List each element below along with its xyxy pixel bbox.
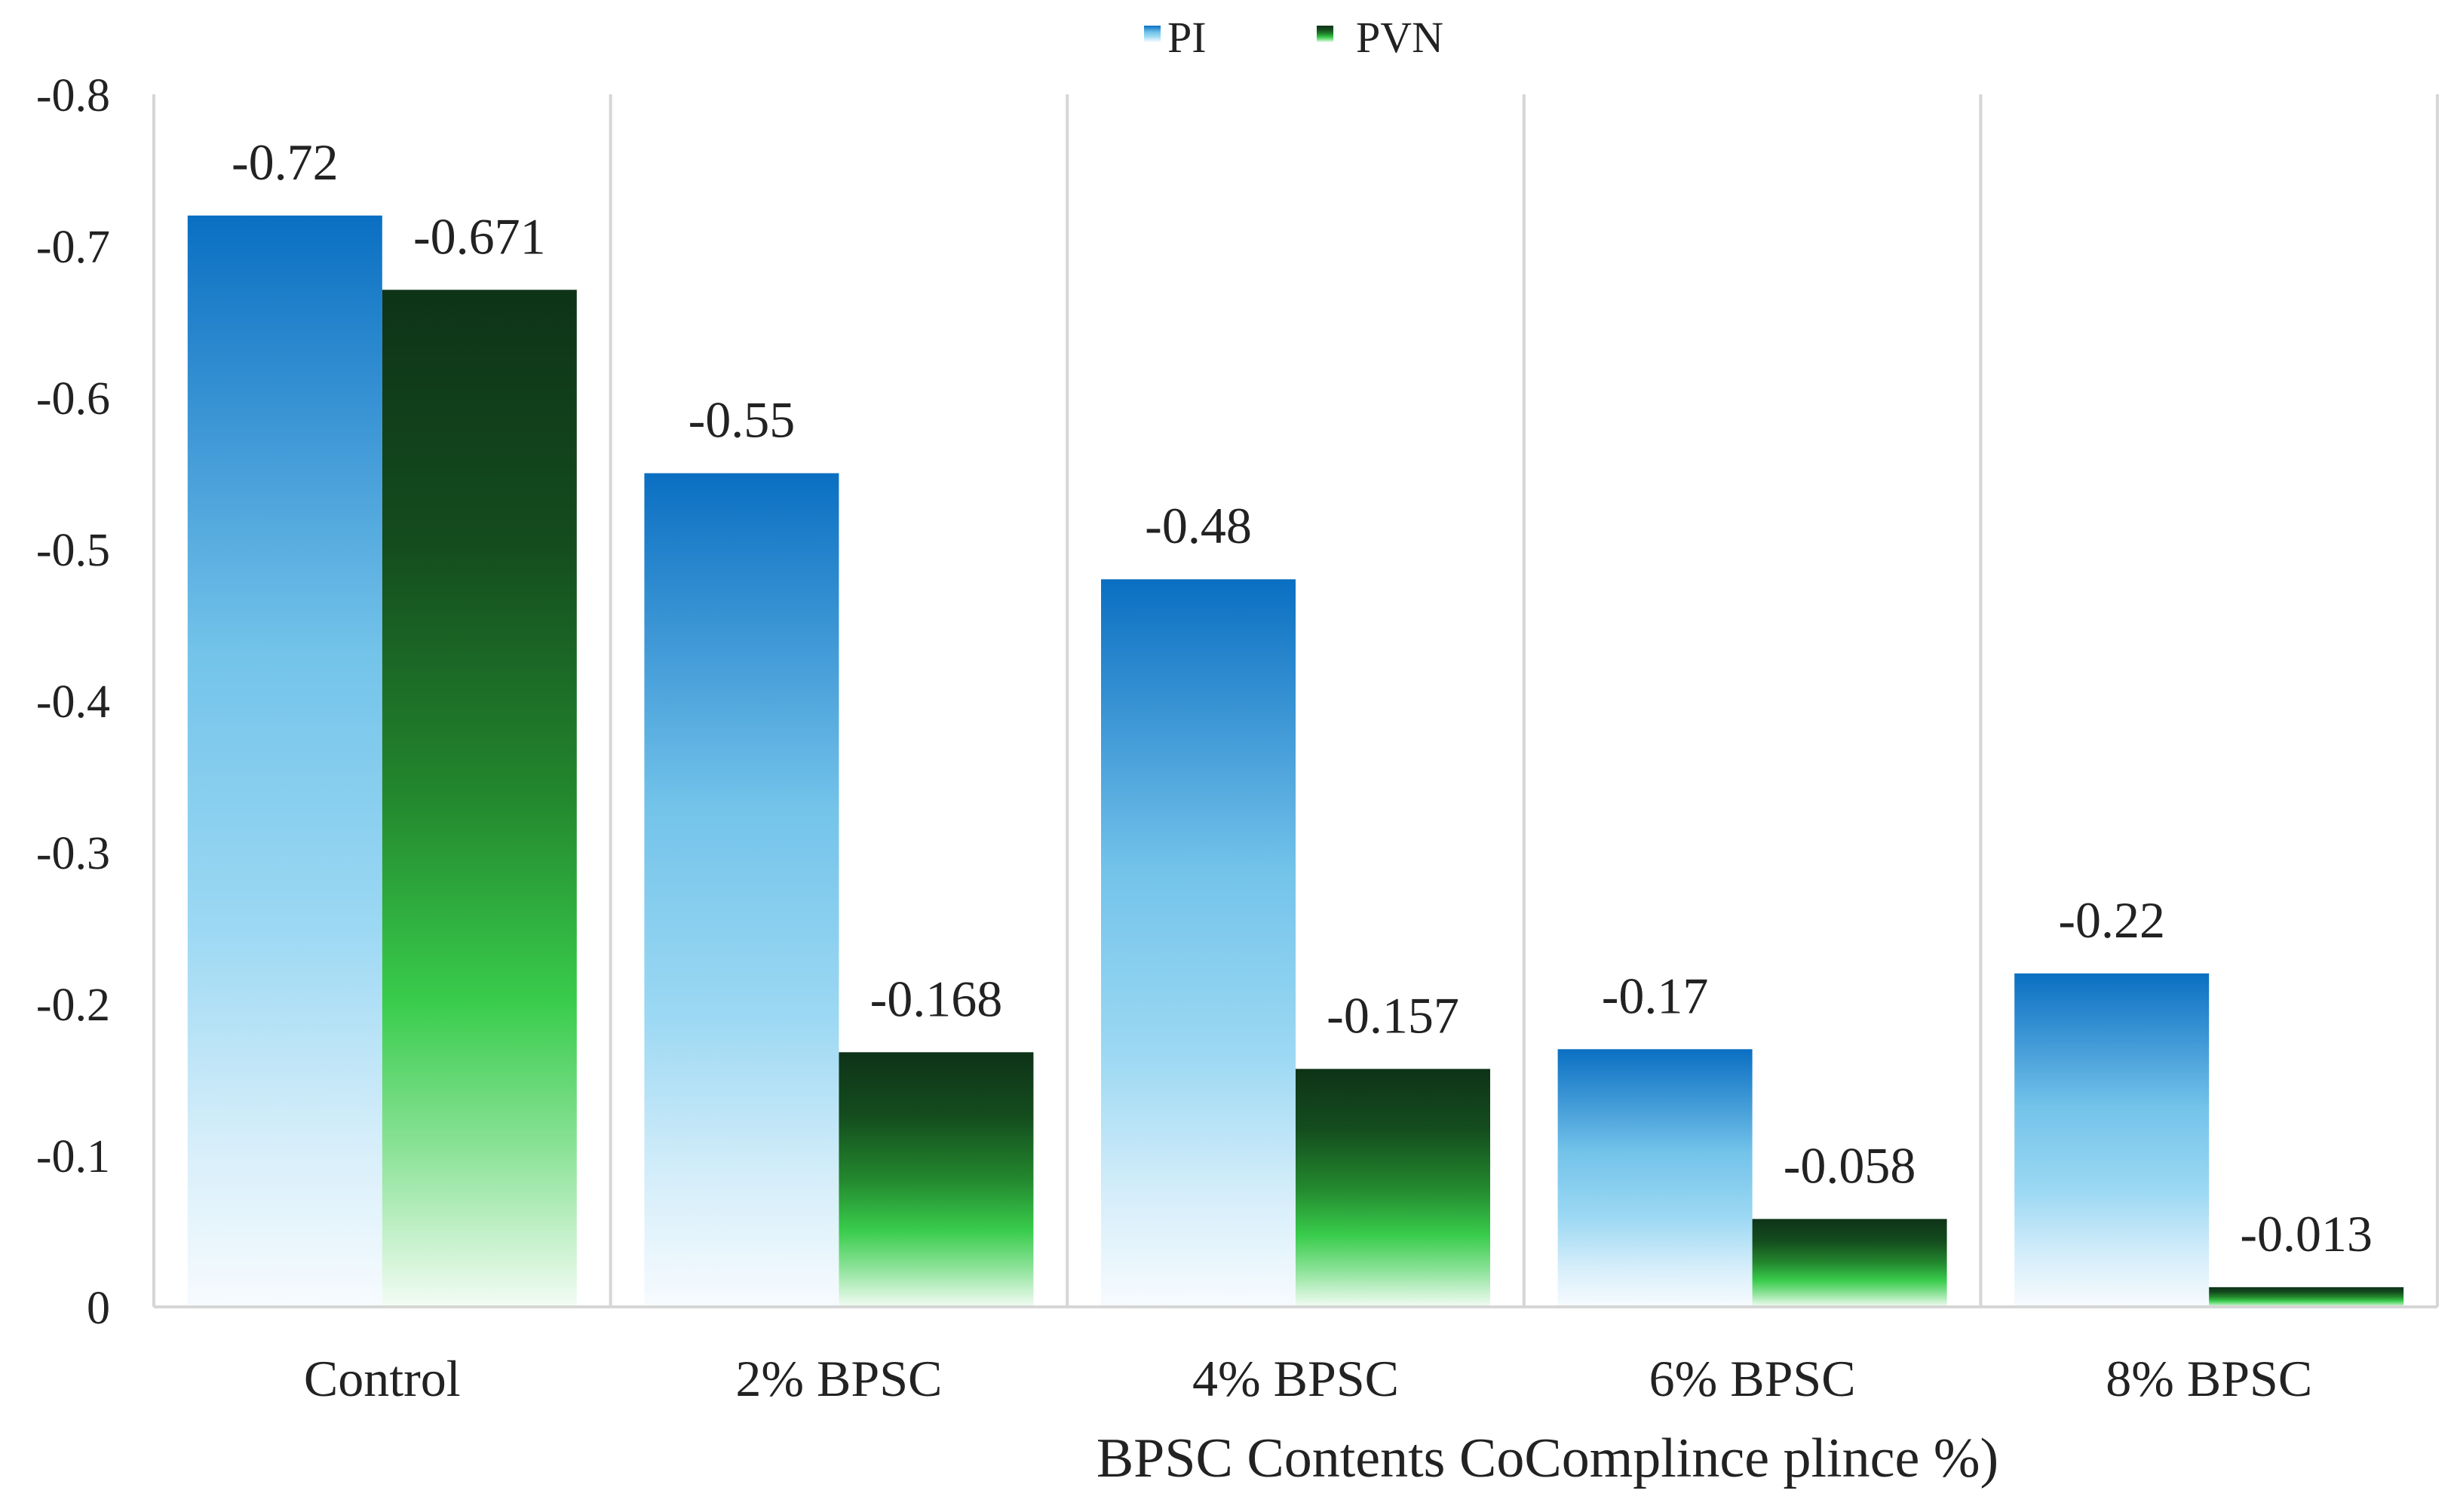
x-axis-ticks: Control 2% BPSC 4% BPSC 6% BPSC 8% BPSC xyxy=(304,1350,2312,1407)
data-label-pvn-8-bpsc: -0.013 xyxy=(2240,1205,2373,1262)
category-separators xyxy=(152,94,2439,1307)
data-label-pvn-4-bpsc: -0.157 xyxy=(1327,986,1459,1044)
y-tick-label: -0.4 xyxy=(36,676,110,728)
bars xyxy=(187,215,2404,1307)
data-label-pi-2-bpsc: -0.55 xyxy=(689,391,796,449)
x-tick-label-6-bpsc: 6% BPSC xyxy=(1649,1350,1856,1407)
y-tick-label: -0.7 xyxy=(36,222,110,273)
y-tick-label: -0.6 xyxy=(36,373,110,425)
bar-pvn-2-bpsc xyxy=(839,1052,1034,1307)
data-label-pvn-control: -0.671 xyxy=(413,207,546,265)
data-label-pi-4-bpsc: -0.48 xyxy=(1145,497,1252,554)
bar-pi-8-bpsc xyxy=(2014,973,2210,1307)
bar-pi-6-bpsc xyxy=(1557,1049,1753,1307)
legend-label-pi: PI xyxy=(1167,13,1207,62)
bar-pvn-6-bpsc xyxy=(1752,1219,1947,1307)
legend-swatch-pvn xyxy=(1317,26,1333,42)
y-tick-label: -0.3 xyxy=(36,828,110,879)
legend-label-pvn: PVN xyxy=(1356,13,1443,62)
legend: PI PVN xyxy=(1144,13,1443,62)
data-label-pi-control: -0.72 xyxy=(232,133,339,191)
y-axis-ticks: -0.8 -0.7 -0.6 -0.5 -0.4 -0.3 -0.2 -0.1 0 xyxy=(36,70,110,1334)
x-tick-label-control: Control xyxy=(304,1350,461,1407)
data-labels: -0.72 -0.671 -0.55 -0.168 -0.48 -0.157 -0.17 -0… xyxy=(232,133,2373,1262)
data-label-pi-8-bpsc: -0.22 xyxy=(2058,891,2165,949)
y-tick-label: 0 xyxy=(87,1283,110,1334)
bar-pvn-control xyxy=(382,290,577,1307)
bar-pi-2-bpsc xyxy=(644,473,839,1307)
legend-swatch-pi xyxy=(1144,26,1161,42)
data-label-pvn-2-bpsc: -0.168 xyxy=(870,970,1003,1027)
bar-pi-4-bpsc xyxy=(1101,579,1296,1307)
y-tick-label: -0.2 xyxy=(36,980,110,1031)
x-axis-title: BPSC Contents CoComplince plince %) xyxy=(1097,1428,1998,1489)
x-tick-label-2-bpsc: 2% BPSC xyxy=(735,1350,942,1407)
y-tick-label: -0.1 xyxy=(36,1131,110,1182)
bar-pvn-8-bpsc xyxy=(2209,1287,2404,1307)
x-tick-label-8-bpsc: 8% BPSC xyxy=(2106,1350,2312,1407)
y-tick-label: -0.8 xyxy=(36,70,110,121)
bar-pi-control xyxy=(187,215,382,1307)
x-tick-label-4-bpsc: 4% BPSC xyxy=(1192,1350,1399,1407)
y-tick-label: -0.5 xyxy=(36,525,110,576)
bar-pvn-4-bpsc xyxy=(1296,1069,1490,1307)
data-label-pi-6-bpsc: -0.17 xyxy=(1602,967,1709,1024)
data-label-pvn-6-bpsc: -0.058 xyxy=(1784,1136,1916,1194)
